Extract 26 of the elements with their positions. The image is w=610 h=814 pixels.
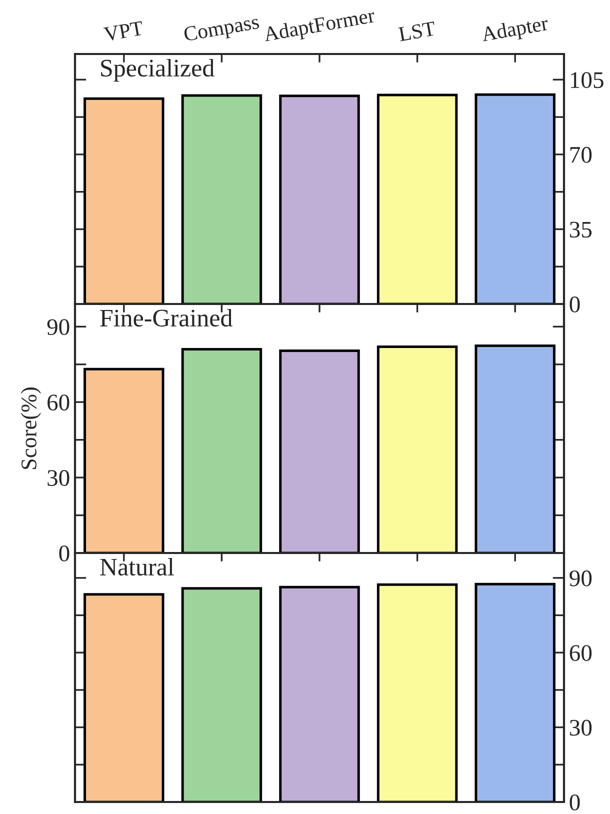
chart-title: Specialized bbox=[101, 59, 214, 82]
y-tick-label: 0 bbox=[570, 296, 580, 312]
x-tick-label: AdaptFormer bbox=[262, 8, 376, 46]
x-tick-label: VPT bbox=[103, 21, 144, 42]
chart-title: Natural bbox=[100, 558, 174, 576]
y-tick-label: 90 bbox=[570, 570, 592, 586]
y-tick-label: 0 bbox=[570, 794, 580, 810]
x-tick-label: Compass bbox=[183, 14, 260, 46]
y-tick-label: 60 bbox=[48, 394, 70, 411]
y-tick-label: 0 bbox=[59, 545, 70, 562]
chart-title: Fine-Grained bbox=[100, 308, 232, 327]
y-axis-title: Score(%) bbox=[20, 388, 41, 469]
y-tick-label: 35 bbox=[570, 222, 592, 238]
bar bbox=[474, 344, 556, 553]
y-tick-label: 90 bbox=[47, 319, 70, 336]
y-tick-label: 70 bbox=[570, 146, 592, 163]
bar bbox=[376, 346, 458, 553]
y-tick-label: 60 bbox=[570, 645, 592, 662]
y-tick-label: 30 bbox=[570, 720, 592, 736]
x-tick-label: LST bbox=[398, 21, 436, 42]
y-tick-label: 105 bbox=[570, 72, 604, 88]
bar bbox=[84, 368, 164, 553]
x-tick-label: Adapter bbox=[480, 15, 550, 46]
bar bbox=[279, 350, 360, 553]
y-tick-label: 30 bbox=[48, 470, 70, 486]
bar bbox=[181, 348, 262, 553]
